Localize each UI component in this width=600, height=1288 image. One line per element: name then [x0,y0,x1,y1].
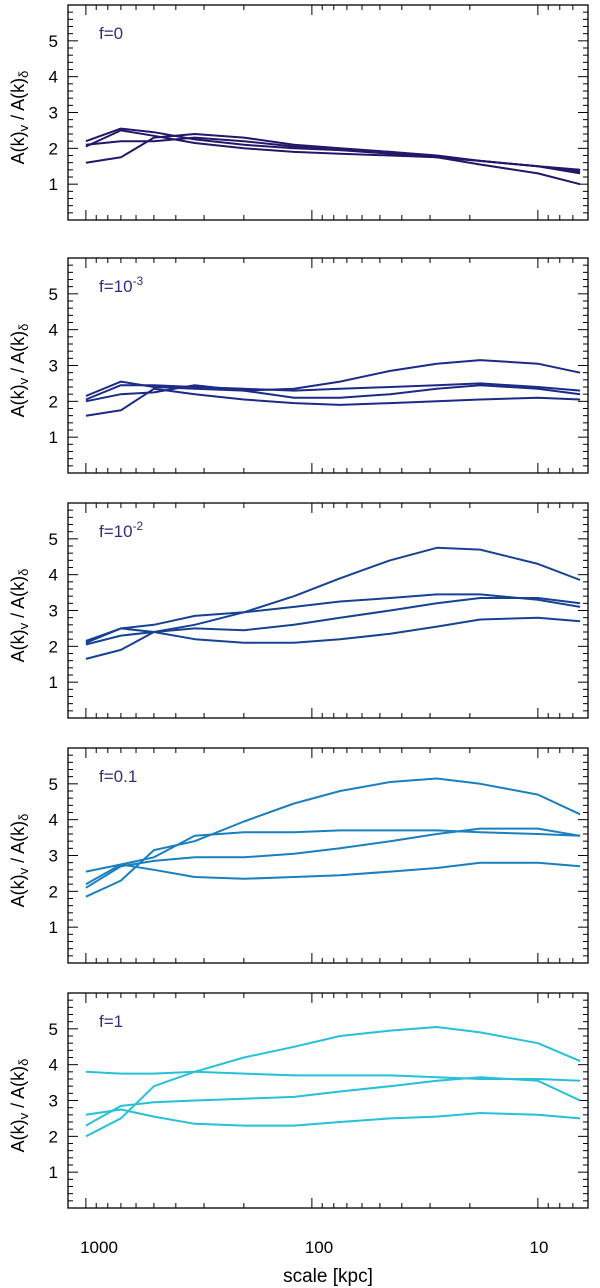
panel-title: f=10-2 [99,519,144,541]
series-line [85,546,581,644]
y-axis-label: A(k)v / A(k)δ [8,1059,31,1153]
panel: 1 2 3 4 5 A(k)v / A(k)δ f=1 [8,992,589,1209]
y-tick-label: 3 [49,602,58,621]
panel: 1 2 3 4 5 A(k)v / A(k)δ f=0.1 [8,747,589,964]
y-axis-label: A(k)v / A(k)δ [8,569,31,663]
y-axis-label: A(k)v / A(k)δ [8,71,31,165]
plot-frame [67,992,589,1209]
plot-frame [67,502,589,719]
y-tick-label: 4 [49,566,58,585]
series-line [85,136,581,171]
y-axis-label: A(k)v / A(k)δ [8,324,31,418]
series-line [85,382,581,401]
x-tick-label: 100 [305,1238,333,1257]
y-tick-label: 2 [49,1127,58,1146]
series-line [85,1076,581,1127]
series-line [85,861,581,880]
y-tick-label: 2 [49,392,58,411]
series-line [85,1108,581,1127]
series-line [85,384,581,403]
series-line [85,777,581,898]
y-axis-label: A(k)v / A(k)δ [8,814,31,908]
series-line [85,616,581,660]
plot-frame [67,4,589,221]
panel: 1 2 3 4 5 A(k)v / A(k)δ f=10-3 [8,257,589,474]
series-line [85,597,581,646]
y-tick-label: 5 [49,775,58,794]
panel: 1 2 3 4 5 A(k)v / A(k)δ f=10-2 [8,502,589,719]
y-tick-label: 5 [49,1020,58,1039]
y-tick-label: 4 [49,68,58,87]
y-tick-label: 1 [49,673,58,692]
panel-title: f=0.1 [99,767,137,786]
y-tick-label: 5 [49,32,58,51]
y-tick-label: 5 [49,285,58,304]
y-tick-label: 4 [49,1056,58,1075]
y-tick-label: 4 [49,321,58,340]
plot-frame [67,747,589,964]
series-line [85,387,581,417]
y-tick-label: 3 [49,1092,58,1111]
y-tick-label: 2 [49,882,58,901]
panel-title: f=1 [99,1012,123,1031]
x-axis-label: scale [kpc] [283,1266,373,1287]
y-tick-label: 1 [49,428,58,447]
y-tick-label: 3 [49,847,58,866]
plot-frame [67,257,589,474]
panels: 1 2 3 4 5 A(k)v / A(k)δ f=0 1 2 3 4 5 A(k)v / A(k)δ f… [8,4,589,1209]
y-tick-label: 1 [49,1163,58,1182]
panel-title: f=10-3 [99,274,144,296]
y-tick-label: 5 [49,530,58,549]
series-line [85,829,581,886]
series-line [85,827,581,889]
y-tick-label: 1 [49,918,58,937]
y-tick-label: 2 [49,637,58,656]
panel-title: f=0 [99,24,123,43]
panel: 1 2 3 4 5 A(k)v / A(k)δ f=0 [8,4,589,221]
y-tick-label: 1 [49,175,58,194]
y-tick-label: 3 [49,104,58,123]
y-tick-label: 4 [49,811,58,830]
series-line [85,593,581,642]
series-line [85,1070,581,1082]
y-tick-label: 3 [49,357,58,376]
series-line [85,1026,581,1138]
x-tick-labels: 1000 100 10 [80,1238,548,1257]
y-tick-label: 2 [49,139,58,158]
x-tick-label: 1000 [80,1238,118,1257]
x-tick-label: 10 [530,1238,549,1257]
